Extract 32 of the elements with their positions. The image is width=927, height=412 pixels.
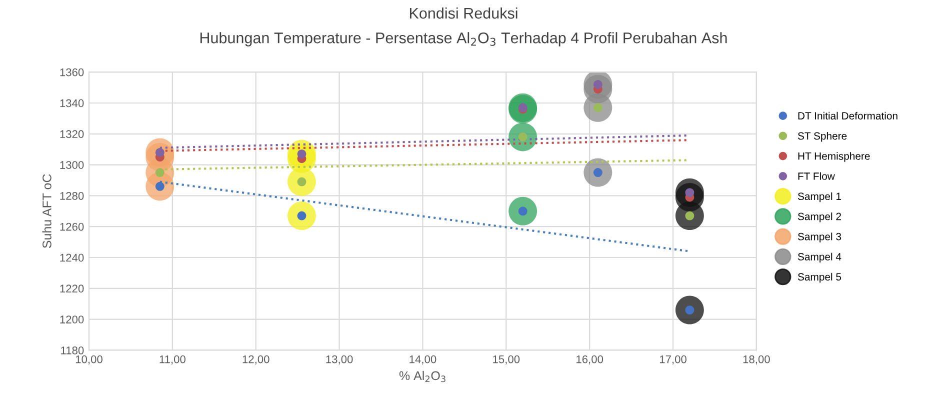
legend-label: FT Flow [798,172,835,180]
x-tick-label: 12,00 [242,355,270,365]
y-axis-title: Suhu AFT oC [42,174,52,248]
y-tick-label: 1360 [60,68,84,76]
y-tick-label: 1280 [60,192,84,200]
chart-title: Kondisi Reduksi [410,7,518,19]
x-tick-label: 18,00 [743,355,770,365]
x-tick-label: 17,00 [660,355,686,365]
legend-label: Sampel 3 [798,232,842,242]
x-tick-label: 15,00 [493,355,520,365]
x-tick-label: 11,00 [160,355,186,365]
legend-label: Sampel 1 [798,192,841,202]
chart-subtitle: Hubungan Temperature - Persentase Al$_{2}$O$_{3}$ Terhadap 4 Profil Perubahan Ash [200,32,727,46]
legend-label: Sampel 4 [798,252,842,262]
legend-label: Sampel 5 [798,272,842,283]
y-tick-label: 1320 [60,130,84,138]
x-tick-label: 13,00 [326,355,353,365]
legend-label: ST Sphere [798,132,847,142]
legend-label: DT Initial Deformation [798,112,898,120]
x-tick-label: 14,00 [410,355,436,365]
x-axis-title: % Al$_{2}$O$_{3}$ [399,370,446,382]
x-tick-label: 16,00 [576,355,604,365]
x-tick-label: 10,00 [76,355,102,365]
y-tick-label: 1220 [60,284,84,293]
y-tick-label: 1300 [60,161,84,169]
y-tick-label: 1260 [60,222,84,231]
legend-label: Sampel 2 [798,212,841,222]
y-tick-label: 1240 [60,254,84,262]
y-tick-label: 1200 [60,316,84,324]
y-tick-label: 1180 [61,346,84,354]
y-tick-label: 1340 [60,99,84,108]
legend-label: HT Hemisphere [798,152,870,162]
